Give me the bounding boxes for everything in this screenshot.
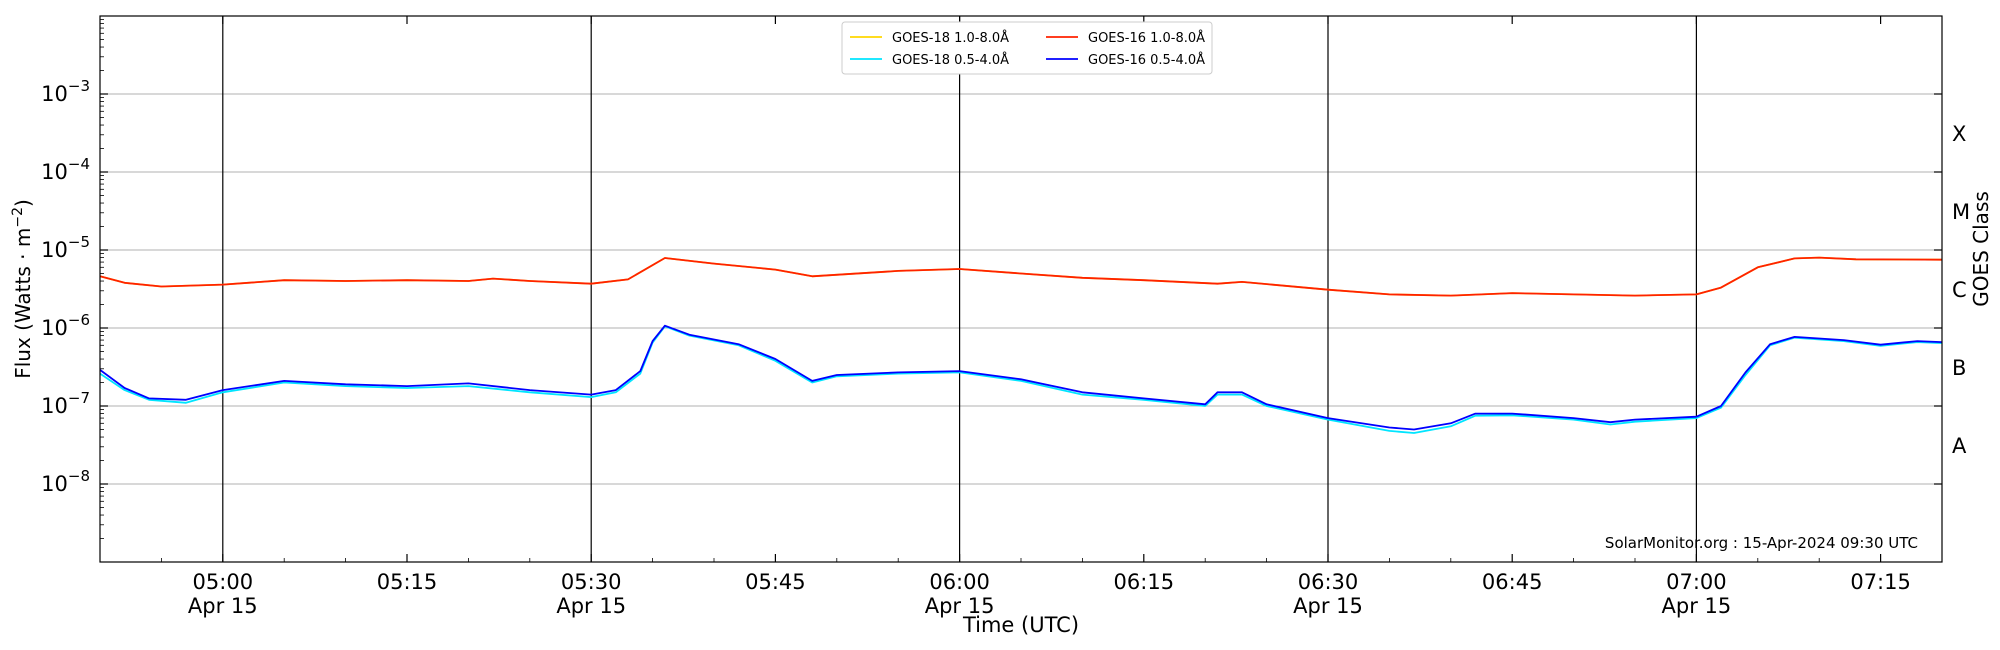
y-tick-label: 10−8	[41, 467, 90, 496]
y-tick-base: 10	[41, 394, 68, 418]
y-tick-base: 10	[41, 316, 68, 340]
goes-class-labels: X M C B A	[1952, 122, 1970, 458]
y-tick-base: 10	[41, 160, 68, 184]
x-tick-label: 05:45	[745, 570, 806, 594]
goes-class-label: A	[1952, 434, 1967, 458]
y-tick-label: 10−6	[41, 311, 90, 340]
legend-entry-label: GOES-16 1.0-8.0Å	[1088, 30, 1205, 46]
legend: GOES-18 1.0-8.0Å GOES-18 0.5-4.0Å GOES-16 …	[841, 21, 1213, 75]
x-tick-date-label: Apr 15	[1293, 594, 1363, 618]
y-axis-label-text: Flux (Watts · m−2)	[10, 199, 35, 379]
y-tick-exponent: −8	[68, 467, 90, 485]
legend-entry-label: GOES-18 0.5-4.0Å	[892, 52, 1009, 68]
y-tick-exponent: −7	[68, 389, 90, 407]
goes-class-label: C	[1952, 278, 1967, 302]
y-axis-ticks: 10−310−410−510−610−710−8	[41, 19, 1942, 539]
goes-class-label: B	[1952, 356, 1966, 380]
series-line-3	[99, 324, 1943, 431]
y-tick-label: 10−4	[41, 155, 90, 184]
y-tick-exponent: −5	[68, 233, 90, 251]
x-tick-label: 07:00	[1666, 570, 1727, 594]
x-tick-label: 07:15	[1850, 570, 1911, 594]
x-tick-label: 05:00	[193, 570, 254, 594]
y-tick-label: 10−7	[41, 389, 90, 418]
legend-entry-label: GOES-16 0.5-4.0Å	[1088, 52, 1205, 68]
x-tick-label: 06:00	[929, 570, 990, 594]
series-layer	[99, 256, 1943, 434]
x-tick-label: 06:30	[1298, 570, 1359, 594]
series-line-1	[99, 256, 1943, 297]
goes-class-label: M	[1952, 200, 1970, 224]
y-tick-exponent: −3	[68, 77, 90, 95]
y-axis-label-close: )	[11, 199, 35, 207]
y-tick-base: 10	[41, 472, 68, 496]
grid-layer	[100, 93, 1942, 485]
x-tick-date-label: Apr 15	[188, 594, 258, 618]
x-tick-label: 05:15	[377, 570, 438, 594]
y-axis-label-exponent: −2	[10, 207, 26, 228]
y-tick-label: 10−5	[41, 233, 90, 262]
legend-box	[841, 21, 1213, 75]
legend-entry-label: GOES-18 1.0-8.0Å	[892, 30, 1009, 46]
plot-frame	[99, 15, 1943, 563]
x-axis-label: Time (UTC)	[962, 613, 1079, 637]
y-axis-label: Flux (Watts · m−2)	[10, 199, 35, 379]
series-line-2	[99, 325, 1943, 434]
vertical-lines	[222, 16, 1698, 562]
series-line-0	[99, 256, 1943, 297]
source-annotation: SolarMonitor.org : 15-Apr-2024 09:30 UTC	[1605, 534, 1918, 552]
x-tick-date-label: Apr 15	[1662, 594, 1732, 618]
goes-class-label: X	[1952, 122, 1966, 146]
x-tick-label: 06:15	[1114, 570, 1175, 594]
y-tick-label: 10−3	[41, 77, 90, 106]
y-tick-base: 10	[41, 238, 68, 262]
x-tick-label: 05:30	[561, 570, 622, 594]
x-tick-label: 06:45	[1482, 570, 1543, 594]
goes-class-axis-label: GOES Class	[1969, 191, 1993, 307]
y-tick-exponent: −4	[68, 155, 90, 173]
x-tick-date-label: Apr 15	[556, 594, 626, 618]
y-axis-label-main: Flux (Watts · m	[11, 228, 35, 379]
y-tick-base: 10	[41, 82, 68, 106]
y-tick-exponent: −6	[68, 311, 90, 329]
x-tick-date-label: Apr 15	[925, 594, 995, 618]
